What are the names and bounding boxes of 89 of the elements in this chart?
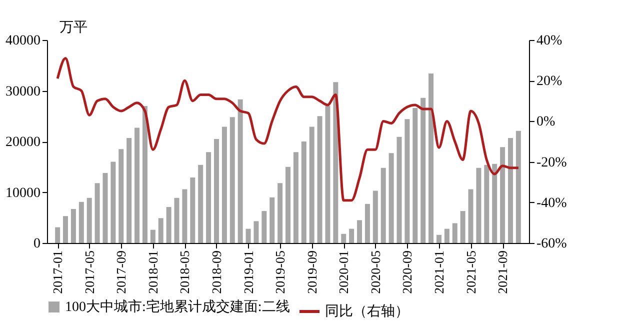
bar — [78, 202, 84, 243]
x-tick-label: 2020-01 — [336, 250, 352, 294]
x-tick-label: 2019-05 — [272, 250, 288, 294]
bar — [436, 234, 442, 243]
bar — [476, 168, 482, 243]
x-tick-label: 2017-05 — [82, 250, 97, 294]
bar — [206, 152, 212, 243]
bar — [110, 162, 116, 243]
bar — [293, 152, 298, 243]
bar — [118, 149, 124, 243]
bar — [420, 98, 426, 243]
y2-tick-label: -20% — [536, 155, 568, 170]
bar — [341, 234, 346, 243]
bar — [444, 228, 450, 243]
x-tick-label: 2021-09 — [495, 250, 510, 294]
bar — [134, 128, 140, 243]
bar — [412, 108, 418, 243]
line-series — [56, 57, 520, 202]
bar — [428, 73, 434, 243]
x-tick-label: 2018-05 — [177, 250, 192, 294]
x-tick-label: 2020-09 — [400, 250, 415, 294]
x-tick-label: 2017-01 — [50, 250, 66, 294]
bar — [63, 216, 68, 243]
bar — [222, 126, 227, 243]
bar — [286, 166, 290, 243]
bar — [317, 116, 322, 243]
bar — [364, 204, 370, 243]
bar — [238, 99, 243, 243]
bar — [150, 230, 156, 243]
x-tick-label: 2018-01 — [145, 250, 160, 294]
bar — [372, 190, 378, 243]
y-axis-title: 万平 — [60, 20, 88, 36]
bar — [230, 117, 235, 243]
bar — [70, 209, 76, 243]
bar — [380, 168, 386, 243]
bar — [126, 138, 132, 243]
bar — [468, 189, 474, 243]
bar — [166, 206, 172, 243]
bar — [158, 218, 164, 243]
bar — [262, 211, 267, 243]
bar — [516, 130, 521, 243]
bar — [460, 211, 466, 243]
bar — [198, 164, 204, 243]
bar — [86, 198, 92, 243]
x-tick-label: 2018-09 — [208, 250, 224, 294]
bar — [301, 142, 306, 243]
legend-label: 100大中城市:宅地累计成交建面:二线 — [65, 299, 290, 315]
bar — [278, 183, 283, 243]
bar — [325, 106, 330, 243]
bar — [388, 153, 394, 243]
bar — [404, 119, 410, 243]
x-tick-label: 2017-09 — [114, 250, 129, 294]
bar — [142, 106, 148, 243]
y2-tick-label: 40% — [536, 34, 562, 48]
bar — [492, 164, 498, 243]
bar — [246, 228, 251, 243]
y2-tick-label: 0% — [536, 114, 556, 130]
bar — [333, 82, 338, 243]
bar — [309, 126, 314, 243]
bar — [254, 221, 259, 243]
bar — [102, 172, 108, 243]
bar — [500, 147, 506, 243]
x-tick-label: 2021-05 — [463, 250, 478, 294]
x-tick-label: 2021-01 — [431, 250, 446, 294]
y-tick-label: 30000 — [6, 84, 40, 100]
bar — [508, 138, 513, 243]
bar — [452, 223, 458, 243]
y-tick-label: 20000 — [6, 135, 40, 150]
bar — [214, 138, 219, 243]
y-tick-label: 40000 — [6, 34, 40, 48]
bar — [349, 228, 354, 243]
bar — [396, 136, 402, 243]
y-tick-label: 10000 — [6, 186, 40, 201]
legend-label: 同比（右轴） — [325, 304, 409, 320]
y2-tick-label: -60% — [536, 236, 568, 252]
bar — [270, 197, 275, 243]
bar — [94, 183, 100, 243]
x-tick-label: 2019-01 — [240, 250, 256, 294]
x-tick-label: 2020-05 — [368, 250, 383, 294]
y-tick-label: 0 — [34, 236, 40, 252]
y2-tick-label: 20% — [536, 74, 562, 90]
bar — [357, 220, 362, 243]
bar — [190, 178, 196, 243]
x-tick-label: 2019-09 — [304, 250, 320, 294]
bar — [182, 189, 188, 243]
bar — [484, 164, 490, 243]
y2-tick-label: -40% — [536, 196, 568, 211]
bar — [55, 227, 60, 243]
bar — [174, 198, 180, 243]
